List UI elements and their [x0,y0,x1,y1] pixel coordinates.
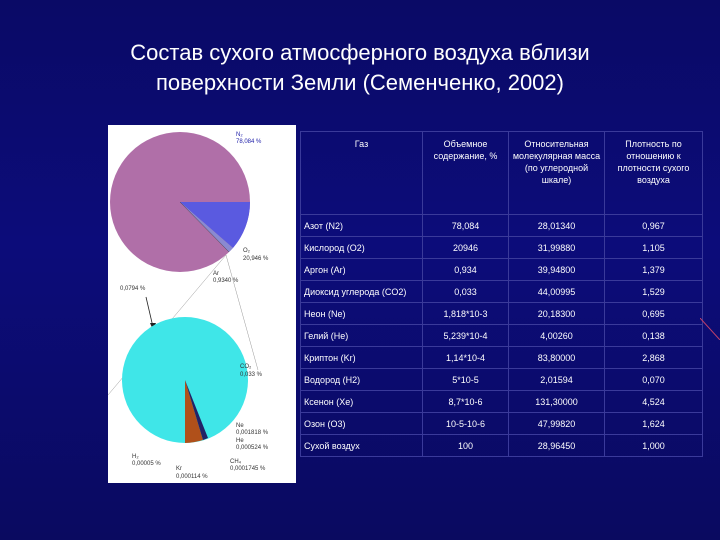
gas-composition-table: Газ Объемное содержание, % Относительная… [300,131,703,457]
ne-value: 0,001818 % [236,430,269,436]
h2-name: H₂ [132,454,139,460]
cell-molar-mass: 44,00995 [508,280,605,303]
cell-density: 1,379 [604,258,703,281]
cell-molar-mass: 31,99880 [508,236,605,259]
cell-volume: 78,084 [422,214,509,237]
cell-gas: Азот (N2) [300,214,423,237]
cell-gas: Сухой воздух [300,434,423,457]
cell-volume: 8,7*10-6 [422,390,509,413]
ch4-value: 0,0001745 % [230,466,266,472]
cell-density: 2,868 [604,346,703,369]
header-gas: Газ [300,131,423,215]
cell-gas: Аргон (Ar) [300,258,423,281]
n2-value: 78,084 % [236,139,262,145]
co2-name: CO₂ [240,364,252,370]
cell-gas: Кислород (O2) [300,236,423,259]
o2-slice [180,202,251,248]
cell-gas: Диоксид углерода (CO2) [300,280,423,303]
table-row: Неон (Ne) 1,818*10-3 20,18300 0,695 [300,302,703,325]
kr-name: Kr [176,466,182,472]
cell-density: 0,695 [604,302,703,325]
cell-gas: Криптон (Kr) [300,346,423,369]
cell-gas: Неон (Ne) [300,302,423,325]
table-row: Сухой воздух 100 28,96450 1,000 [300,434,703,457]
cell-molar-mass: 47,99820 [508,412,605,435]
cell-molar-mass: 28,01340 [508,214,605,237]
cell-volume: 10-5-10-6 [422,412,509,435]
cell-molar-mass: 39,94800 [508,258,605,281]
kr-value: 0,000114 % [176,474,208,480]
cell-density: 0,138 [604,324,703,347]
decorative-line [700,318,720,340]
ne-name: Ne [236,423,244,429]
table-row: Диоксид углерода (CO2) 0,033 44,00995 1,529 [300,280,703,303]
table-row: Кислород (O2) 20946 31,99880 1,105 [300,236,703,259]
slide-title-line-2: поверхности Земли (Семенченко, 2002) [156,70,564,95]
header-molar-mass: Относительная молекулярная масса (по угл… [508,131,605,215]
table-body: Азот (N2) 78,084 28,01340 0,967 Кислород (O2… [300,214,703,457]
o2-value: 20,946 % [243,256,269,262]
cell-density: 4,524 [604,390,703,413]
cell-molar-mass: 2,01594 [508,368,605,391]
cell-density: 0,967 [604,214,703,237]
cell-molar-mass: 20,18300 [508,302,605,325]
co2-value: 0,033 % [240,372,263,378]
he-slice [185,380,208,440]
cell-gas: Водород (H2) [300,368,423,391]
cell-volume: 5,239*10-4 [422,324,509,347]
cell-density: 1,000 [604,434,703,457]
he-name: He [236,438,244,444]
header-volume: Объемное содержание, % [422,131,509,215]
cell-gas: Озон (O3) [300,412,423,435]
table-row: Азот (N2) 78,084 28,01340 0,967 [300,214,703,237]
he-value: 0,000524 % [236,445,269,451]
pointer-arrow [145,296,154,328]
cell-volume: 1,14*10-4 [422,346,509,369]
top-pie-edge [179,201,230,253]
cell-gas: Ксенон (Xe) [300,390,423,413]
n2-name: N₂ [236,132,243,138]
bottom-pie [122,317,248,443]
table-row: Водород (H2) 5*10-5 2,01594 0,070 [300,368,703,391]
ar-value: 0,9340 % [213,278,239,284]
ar-slice [180,202,233,252]
top-pie [110,132,251,272]
cell-gas: Гелий (He) [300,324,423,347]
cell-density: 0,070 [604,368,703,391]
cell-molar-mass: 83,80000 [508,346,605,369]
ne-slice [185,380,203,443]
header-density: Плотность по отношению к плотности сухог… [604,131,703,215]
cell-molar-mass: 131,30000 [508,390,605,413]
table-row: Озон (O3) 10-5-10-6 47,99820 1,624 [300,412,703,435]
ch4-name: CH₄ [230,459,242,465]
slide-title: Состав сухого атмосферного воздуха вблиз… [60,38,660,98]
o2-name: O₂ [243,248,251,254]
cell-volume: 20946 [422,236,509,259]
cell-volume: 100 [422,434,509,457]
slide-title-line-1: Состав сухого атмосферного воздуха вблиз… [130,40,590,65]
connector-right [225,254,259,371]
table-row: Криптон (Kr) 1,14*10-4 83,80000 2,868 [300,346,703,369]
cell-volume: 5*10-5 [422,368,509,391]
cell-molar-mass: 28,96450 [508,434,605,457]
cell-density: 1,105 [604,236,703,259]
cell-volume: 0,033 [422,280,509,303]
cell-volume: 0,934 [422,258,509,281]
table-row: Ксенон (Xe) 8,7*10-6 131,30000 4,524 [300,390,703,413]
ar-name: Ar [213,271,219,277]
rest-value: 0,0794 % [120,286,146,292]
composition-figure: N₂ 78,084 % O₂ 20,946 % Ar 0,9340 % 0,07… [108,125,296,483]
h2-value: 0,00005 % [132,461,161,467]
cell-molar-mass: 4,00260 [508,324,605,347]
table-row: Гелий (He) 5,239*10-4 4,00260 0,138 [300,324,703,347]
cell-volume: 1,818*10-3 [422,302,509,325]
cell-density: 1,529 [604,280,703,303]
cell-density: 1,624 [604,412,703,435]
table-header-row: Газ Объемное содержание, % Относительная… [300,131,703,215]
pie-diagrams: N₂ 78,084 % O₂ 20,946 % Ar 0,9340 % 0,07… [108,132,269,480]
table-row: Аргон (Ar) 0,934 39,94800 1,379 [300,258,703,281]
